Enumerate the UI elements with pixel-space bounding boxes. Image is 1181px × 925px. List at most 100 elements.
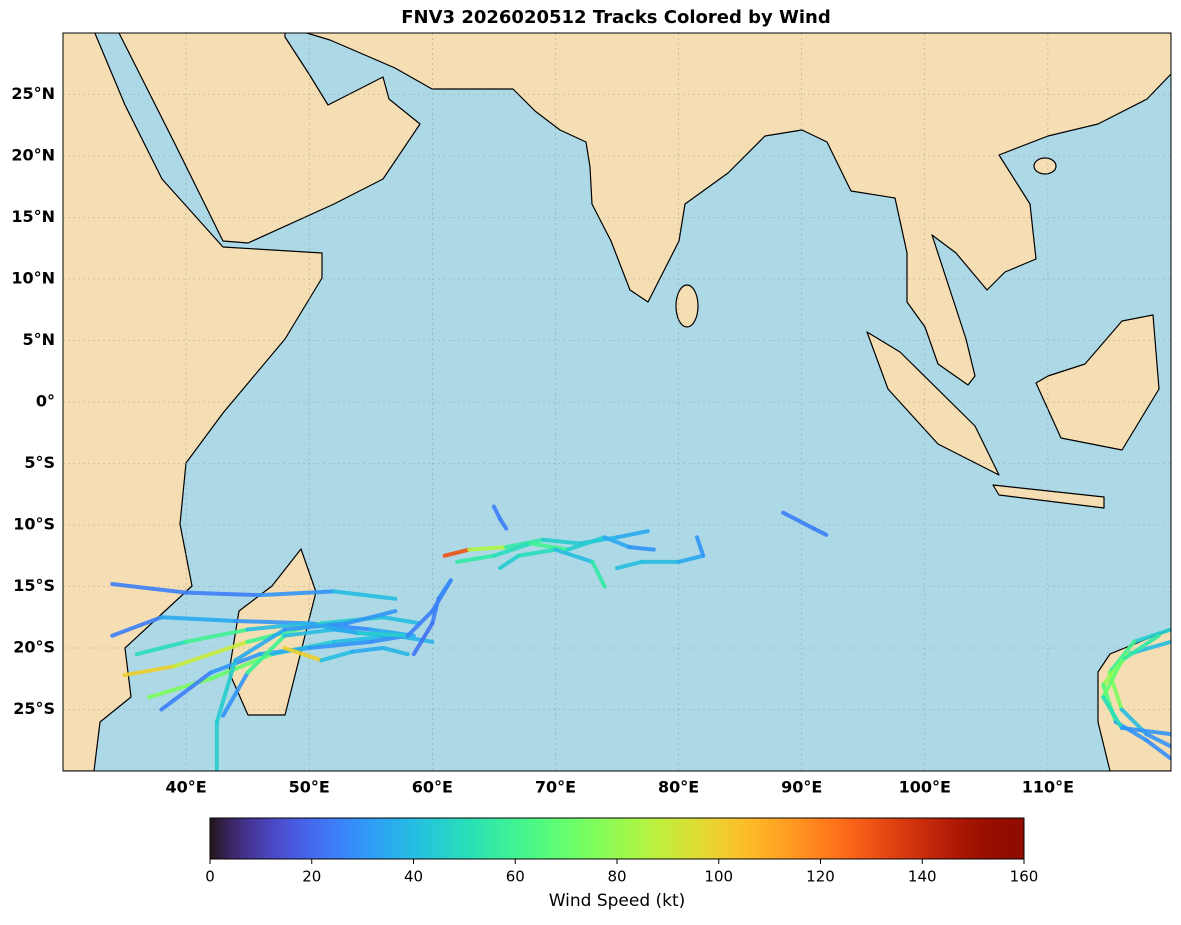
colorbar-tick-label: 160 xyxy=(1010,868,1039,886)
y-tick-label: 15°N xyxy=(11,207,55,226)
colorbar-tick-label: 60 xyxy=(506,868,525,886)
sumatra xyxy=(866,331,1000,476)
track-segment xyxy=(171,639,250,669)
track-segment xyxy=(356,631,410,638)
track-segment xyxy=(627,545,656,552)
track-segment xyxy=(381,646,410,657)
y-tick-label: 25°S xyxy=(13,699,55,718)
colorbar-tick-label: 80 xyxy=(607,868,626,886)
track-segment xyxy=(405,609,435,638)
hainan xyxy=(1033,157,1057,175)
track-segment xyxy=(781,510,816,531)
track-segment xyxy=(245,633,287,675)
x-tick-label: 110°E xyxy=(1022,778,1074,797)
track-segment xyxy=(602,535,632,550)
track-segment xyxy=(122,664,176,678)
track-segment xyxy=(553,547,595,564)
track-segment xyxy=(282,627,336,638)
track-segment xyxy=(454,553,496,564)
sri-lanka xyxy=(675,284,699,328)
y-tick-label: 15°S xyxy=(13,576,55,595)
track-segment xyxy=(695,535,706,558)
borneo xyxy=(1035,314,1160,451)
track-segment xyxy=(541,537,583,546)
track-segment xyxy=(184,590,262,598)
chart-title: FNV3 2026020512 Tracks Colored by Wind xyxy=(401,7,831,28)
track-segment xyxy=(159,670,213,712)
x-tick-label: 50°E xyxy=(289,778,330,797)
asia xyxy=(304,33,1171,386)
arabia xyxy=(118,33,421,244)
colorbar xyxy=(209,817,1025,860)
track-segment xyxy=(516,547,558,558)
y-tick-label: 20°S xyxy=(13,638,55,657)
colorbar-label: Wind Speed (kt) xyxy=(549,891,686,911)
track-segment xyxy=(282,646,324,663)
y-tick-label: 0° xyxy=(36,392,55,411)
colorbar-tick-label: 20 xyxy=(302,868,321,886)
track-segment xyxy=(1101,658,1124,700)
track-segment xyxy=(307,621,361,636)
track-segment xyxy=(1119,725,1171,737)
y-tick-label: 10°N xyxy=(11,269,55,288)
track-segment xyxy=(1132,627,1171,644)
track-segment xyxy=(1144,732,1171,749)
madagascar xyxy=(228,548,317,716)
y-tick-label: 25°N xyxy=(11,84,55,103)
x-tick-label: 60°E xyxy=(412,778,453,797)
track-segment xyxy=(498,553,521,571)
track-segment xyxy=(319,649,355,663)
track-segment xyxy=(1144,738,1171,761)
track-segment xyxy=(214,658,238,724)
track-segment xyxy=(331,589,398,601)
x-tick-label: 80°E xyxy=(658,778,699,797)
track-segment xyxy=(411,621,435,657)
y-tick-label: 5°S xyxy=(24,453,55,472)
track-segment xyxy=(331,633,398,644)
track-segment xyxy=(676,553,706,564)
track-segment xyxy=(491,541,533,558)
track-segment xyxy=(590,559,607,589)
track-segment xyxy=(1107,639,1137,675)
track-segment xyxy=(134,639,189,657)
track-segment xyxy=(110,615,164,638)
track-segment xyxy=(344,609,398,626)
colorbar-tick-label: 100 xyxy=(704,868,733,886)
x-tick-label: 40°E xyxy=(166,778,207,797)
track-segment xyxy=(1119,633,1161,663)
track-segment xyxy=(430,596,441,626)
x-tick-label: 100°E xyxy=(899,778,951,797)
x-tick-label: 70°E xyxy=(535,778,576,797)
track-segment xyxy=(257,589,336,598)
track-segment xyxy=(350,646,386,654)
track-segment xyxy=(442,547,472,558)
track-segment xyxy=(528,541,570,552)
y-tick-label: 5°N xyxy=(22,330,55,349)
colorbar-tick-label: 140 xyxy=(908,868,937,886)
x-tick-label: 90°E xyxy=(781,778,822,797)
track-segment xyxy=(491,504,503,521)
java xyxy=(992,484,1105,509)
colorbar-tick-label: 120 xyxy=(806,868,835,886)
track-segment xyxy=(110,582,189,595)
track-segment xyxy=(1101,695,1124,730)
y-tick-label: 20°N xyxy=(11,146,55,165)
map-frame xyxy=(62,32,1172,772)
track-segment xyxy=(221,670,250,718)
track-segment xyxy=(307,639,373,650)
tracks xyxy=(110,504,1171,771)
y-tick-label: 10°S xyxy=(13,515,55,534)
track-segment xyxy=(245,621,312,632)
track-segment xyxy=(436,578,453,601)
colorbar-tick-label: 40 xyxy=(404,868,423,886)
track-segment xyxy=(615,529,650,540)
track-segment xyxy=(615,559,644,571)
track-segment xyxy=(233,627,287,663)
track-segment xyxy=(811,526,829,537)
track-segment xyxy=(498,516,509,531)
colorbar-tick-label: 0 xyxy=(205,868,215,886)
track-segment xyxy=(159,615,238,623)
track-segment xyxy=(381,615,423,626)
